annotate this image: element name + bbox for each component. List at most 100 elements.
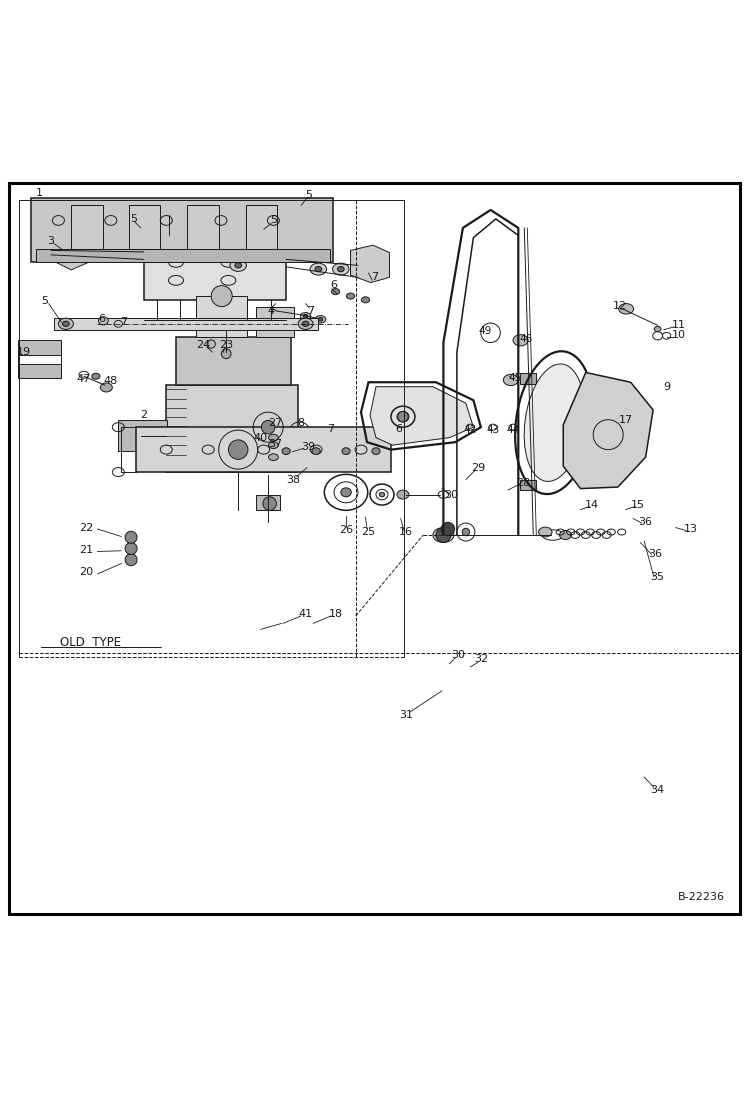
Ellipse shape	[433, 528, 454, 543]
Ellipse shape	[268, 454, 278, 461]
Text: OLD  TYPE: OLD TYPE	[60, 635, 121, 648]
Text: 18: 18	[329, 610, 342, 620]
Text: 16: 16	[399, 527, 413, 538]
Polygon shape	[351, 245, 389, 283]
Bar	[187, 205, 219, 249]
Text: 30: 30	[444, 489, 458, 499]
Text: 6: 6	[330, 280, 337, 290]
Ellipse shape	[100, 383, 112, 392]
Text: 36: 36	[639, 518, 652, 528]
Ellipse shape	[315, 316, 326, 323]
Bar	[71, 205, 103, 249]
Polygon shape	[370, 387, 473, 445]
Polygon shape	[144, 236, 286, 299]
Text: 27: 27	[268, 418, 283, 428]
Ellipse shape	[302, 321, 309, 327]
Ellipse shape	[310, 263, 327, 275]
Text: 13: 13	[684, 524, 697, 534]
Text: 45: 45	[509, 373, 522, 383]
Polygon shape	[54, 318, 318, 330]
Text: 5: 5	[41, 296, 49, 306]
Text: 12: 12	[613, 301, 627, 310]
Circle shape	[211, 285, 232, 306]
Text: 21: 21	[79, 545, 93, 555]
Ellipse shape	[341, 488, 351, 497]
Ellipse shape	[331, 289, 340, 295]
Ellipse shape	[346, 293, 355, 299]
Text: 48: 48	[103, 376, 118, 386]
Text: 7: 7	[307, 306, 315, 316]
Polygon shape	[56, 228, 88, 270]
Ellipse shape	[560, 531, 571, 540]
Text: 5: 5	[130, 214, 137, 224]
Bar	[118, 420, 167, 451]
Ellipse shape	[276, 308, 286, 316]
Text: 49: 49	[479, 326, 492, 337]
Text: 30: 30	[452, 649, 465, 660]
Ellipse shape	[303, 315, 308, 318]
Ellipse shape	[372, 448, 380, 454]
Ellipse shape	[333, 263, 349, 275]
Text: 17: 17	[619, 415, 632, 425]
Text: 6: 6	[98, 315, 106, 325]
Ellipse shape	[62, 321, 69, 327]
Ellipse shape	[268, 442, 278, 449]
Text: 35: 35	[651, 572, 664, 583]
Circle shape	[398, 411, 408, 422]
Text: 40: 40	[254, 432, 267, 443]
Bar	[520, 373, 536, 384]
Text: 6: 6	[395, 423, 402, 433]
Circle shape	[125, 531, 137, 543]
Text: 8: 8	[297, 418, 305, 428]
Bar	[196, 296, 247, 337]
Text: 34: 34	[651, 784, 664, 794]
Bar	[18, 364, 61, 377]
Text: 38: 38	[287, 475, 300, 485]
Text: 25: 25	[362, 527, 375, 538]
Polygon shape	[176, 337, 291, 385]
Polygon shape	[166, 385, 298, 472]
Ellipse shape	[337, 267, 345, 272]
Text: 11: 11	[672, 320, 685, 330]
Ellipse shape	[268, 434, 278, 441]
Text: 28: 28	[515, 477, 530, 487]
Text: 41: 41	[299, 610, 312, 620]
Circle shape	[436, 528, 451, 543]
Ellipse shape	[619, 304, 634, 314]
Bar	[18, 340, 61, 355]
Ellipse shape	[103, 250, 119, 261]
Circle shape	[261, 420, 275, 434]
Ellipse shape	[539, 528, 552, 536]
Text: 42: 42	[464, 426, 477, 436]
Ellipse shape	[82, 253, 90, 258]
Ellipse shape	[99, 317, 109, 325]
Polygon shape	[136, 427, 391, 472]
Circle shape	[125, 554, 137, 566]
Ellipse shape	[203, 249, 219, 261]
Ellipse shape	[41, 246, 61, 259]
Text: 9: 9	[663, 383, 670, 393]
Text: 7: 7	[327, 423, 335, 433]
Bar	[246, 205, 277, 249]
Ellipse shape	[91, 373, 100, 380]
Circle shape	[125, 543, 137, 554]
Text: 14: 14	[585, 500, 598, 510]
Ellipse shape	[230, 259, 246, 271]
Ellipse shape	[524, 364, 584, 482]
Text: 26: 26	[339, 524, 353, 534]
Text: 4: 4	[267, 306, 275, 316]
Text: 5: 5	[305, 190, 312, 200]
Ellipse shape	[221, 349, 231, 359]
Ellipse shape	[58, 318, 73, 329]
Bar	[520, 479, 536, 490]
Text: 37: 37	[269, 439, 282, 449]
Ellipse shape	[294, 427, 305, 438]
Circle shape	[228, 440, 248, 460]
Ellipse shape	[397, 490, 409, 499]
Text: 23: 23	[219, 340, 233, 350]
Ellipse shape	[207, 340, 216, 348]
Text: 29: 29	[470, 463, 485, 473]
Text: 10: 10	[672, 330, 685, 340]
Polygon shape	[36, 249, 330, 262]
Text: B-22236: B-22236	[678, 892, 725, 902]
